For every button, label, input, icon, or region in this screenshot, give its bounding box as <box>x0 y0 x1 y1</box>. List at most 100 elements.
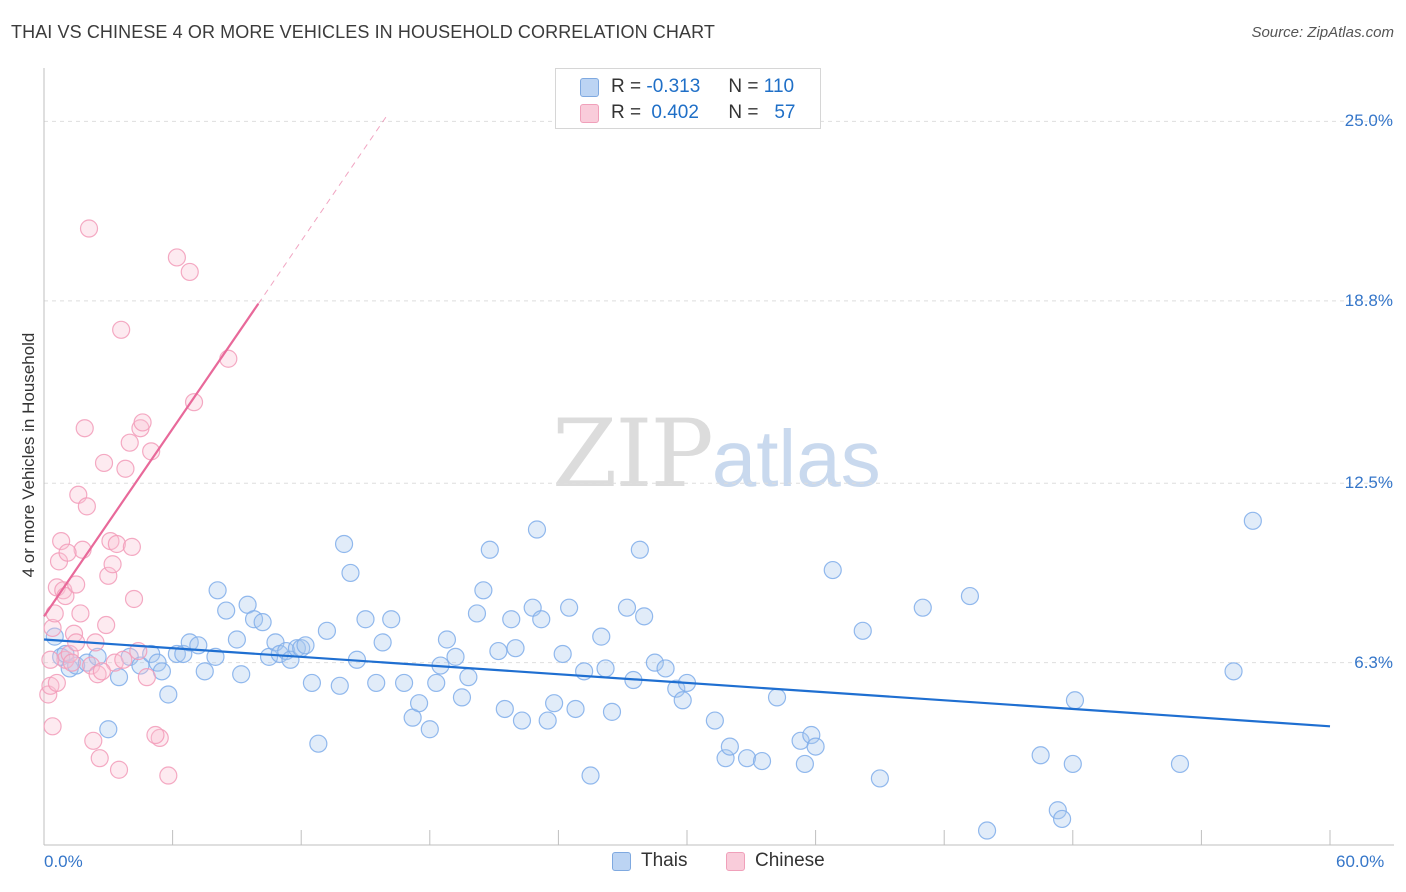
legend-swatch-chinese <box>580 103 599 123</box>
legend-r-value-chinese: 0.402 <box>651 102 699 123</box>
thai-point <box>1065 691 1085 710</box>
chinese-point <box>97 615 116 635</box>
bottom-legend-label-thais: Thais <box>641 850 688 871</box>
chinese-point <box>52 531 71 551</box>
thai-point <box>1243 511 1262 530</box>
thai-point <box>356 610 375 629</box>
thai-point <box>538 711 557 730</box>
chinese-trend-line <box>257 115 388 305</box>
thai-point <box>131 656 150 675</box>
thai-point <box>795 754 814 774</box>
legend-n-value-chinese: 57 <box>774 102 796 123</box>
thai-point <box>716 749 735 768</box>
y-tick-label: 25.0% <box>1344 111 1393 131</box>
thai-point <box>667 679 686 698</box>
y-tick-label: 6.3% <box>1354 652 1393 672</box>
legend-n-value-thais: 110 <box>763 76 795 97</box>
chinese-point <box>124 589 144 609</box>
chinese-point <box>71 604 90 623</box>
chinese-point <box>112 320 131 339</box>
chinese-point <box>107 534 126 554</box>
thai-point <box>532 610 551 629</box>
legend-n-label: N = <box>728 102 759 123</box>
legend-n-label: N = <box>728 76 759 97</box>
thai-point <box>1052 809 1072 829</box>
x-tick-label-max: 60.0% <box>1336 852 1385 871</box>
thai-point <box>334 534 354 554</box>
thai-point <box>446 647 465 666</box>
thai-point <box>705 711 724 730</box>
chinese-point <box>84 731 103 750</box>
axes <box>43 68 1394 846</box>
bottom-legend-thais: Thais <box>612 850 687 872</box>
chinese-point <box>109 760 129 779</box>
thai-point <box>823 560 842 580</box>
thai-point <box>341 563 360 583</box>
chinese-point <box>75 419 94 438</box>
chinese-point <box>122 537 141 556</box>
thai-point <box>566 699 585 719</box>
thai-point <box>217 601 236 620</box>
thai-point <box>656 659 675 678</box>
thai-point <box>527 520 547 539</box>
thai-point <box>767 688 787 707</box>
chinese-point <box>116 459 135 478</box>
trend-lines <box>43 115 1331 728</box>
bottom-swatch-thais <box>612 851 631 871</box>
thai-point <box>437 630 457 649</box>
chinese-point <box>90 749 109 768</box>
bottom-legend-chinese: Chinese <box>726 850 825 872</box>
chinese-point <box>219 349 238 368</box>
thai-point <box>489 641 508 661</box>
thai-point <box>673 691 692 710</box>
chinese-point <box>146 725 165 745</box>
thai-point <box>1224 662 1243 681</box>
legend-row-thais: R = -0.313 N = 110 <box>580 74 794 100</box>
thai-point <box>99 720 118 739</box>
thai-point <box>737 749 757 768</box>
thai-point <box>367 673 386 693</box>
thai-point <box>420 720 439 739</box>
thai-point <box>159 685 178 704</box>
thai-point <box>635 607 654 626</box>
thai-point <box>373 633 392 652</box>
chinese-point <box>43 717 62 736</box>
thai-point <box>195 662 214 681</box>
thai-point <box>452 688 472 707</box>
thai-point <box>870 769 890 788</box>
thai-point <box>581 766 600 785</box>
thai-point <box>427 673 446 693</box>
x-tick-label-min: 0.0% <box>44 852 83 871</box>
thai-point <box>602 702 622 721</box>
thai-point <box>806 737 825 756</box>
thai-trend-line <box>43 638 1331 728</box>
thai-point <box>227 630 246 649</box>
thai-point <box>480 540 499 559</box>
bottom-swatch-chinese <box>726 851 745 871</box>
chinese-point <box>133 413 152 432</box>
chinese-point <box>180 262 199 282</box>
thai-point <box>330 676 349 695</box>
legend-row-chinese: R = 0.402 N = 57 <box>580 100 795 126</box>
thai-point <box>645 653 664 672</box>
chinese-point <box>92 662 111 681</box>
thai-point <box>1170 754 1190 774</box>
thai-point <box>1063 754 1082 774</box>
chinese-point <box>137 668 156 687</box>
thai-point <box>109 668 129 687</box>
thai-point <box>232 665 251 684</box>
thai-point <box>752 751 772 771</box>
thai-point <box>977 821 997 840</box>
chinese-points <box>39 219 238 785</box>
thai-point <box>467 604 487 623</box>
chinese-point <box>114 650 133 669</box>
thai-point <box>409 694 429 713</box>
y-axis-label: 4 or more Vehicles in Household <box>19 332 38 578</box>
thai-point <box>853 621 872 640</box>
legend-r-label: R = <box>611 76 642 97</box>
thai-point <box>148 653 167 672</box>
thai-point <box>1031 746 1050 765</box>
thai-point <box>545 694 564 713</box>
thai-point <box>512 711 532 730</box>
